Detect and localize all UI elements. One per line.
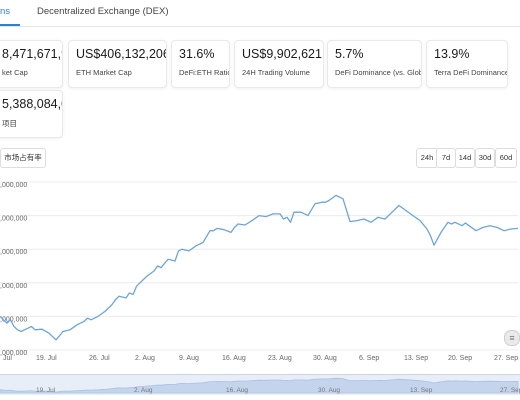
x-tick-label: 27. Sep [494,355,518,362]
tab-bar: ns Decentralized Exchange (DEX) [0,0,520,26]
range-30d-button[interactable]: 30d [475,148,495,168]
y-tick-label: ,000,000 [0,350,27,357]
y-tick-label: ,000,000 [0,249,27,256]
stat-value: 5.7% [335,47,364,61]
navigator-sparkline: 19. Jul 2. Aug 16. Aug 30. Aug 13. Sep 27. Se… [0,377,520,394]
stat-label: Terra DeFi Dominance [434,68,508,77]
stat-value: 5,388,084,001 [2,97,62,111]
range-7d-button[interactable]: 7d [436,148,456,168]
stat-value: 8,471,671,970 [2,47,62,61]
x-tick-label: 19. Jul [36,355,57,362]
x-tick-label: 16. Aug [222,355,246,362]
y-tick-label: ,000,000 [0,216,27,223]
x-tick-label: 20. Sep [448,355,472,362]
stat-label: DeFi:ETH Ratio [179,68,230,77]
stat-label: ETH Market Cap [76,68,132,77]
navigator-tick-label: 30. Aug [318,387,340,394]
stat-card-defi-market-cap: 8,471,671,970 ket Cap [0,40,63,88]
navigator-tick-label: 19. Jul [36,387,56,394]
stat-label: 24H Trading Volume [242,68,310,77]
stat-card-trading-volume: US$9,902,621,261 24H Trading Volume [234,40,324,88]
market-share-button[interactable]: 市场占有率 [0,148,46,168]
stat-value: US$9,902,621,261 [242,47,323,61]
navigator-series [0,377,519,394]
x-tick-label: 13. Sep [404,355,428,362]
tab-overview[interactable]: ns [0,6,11,17]
stat-card-defi-dominance: 5.7% DeFi Dominance (vs. Global) [327,40,422,88]
stat-value: 31.6% [179,47,215,61]
chart-context-menu-icon[interactable]: ≡ [504,330,520,346]
y-tick-label: ,000,000 [0,283,27,290]
range-14d-button[interactable]: 14d [455,148,475,168]
navigator-tick-label: 27. Sep [500,387,520,394]
stat-label: DeFi Dominance (vs. Global) [335,68,422,77]
stat-card-defi-eth-ratio: 31.6% DeFi:ETH Ratio [171,40,230,88]
navigator-tick-label: 16. Aug [226,387,248,394]
stat-label: ket Cap [2,68,28,77]
active-tab-indicator [0,24,20,26]
stat-card-eth-market-cap: US$406,132,206,401 ETH Market Cap [68,40,167,88]
x-tick-label: 6. Sep [359,355,379,362]
stat-value: 13.9% [434,47,470,61]
y-tick-label: ,000,000 [0,316,27,323]
series-line [0,194,519,341]
stat-value: US$406,132,206,401 [76,47,166,61]
y-tick-label: ,000,000 [0,182,27,189]
tab-dex[interactable]: Decentralized Exchange (DEX) [37,6,169,17]
x-tick-label: 2. Aug [135,355,155,362]
x-tick-label: 23. Aug [268,355,292,362]
x-tick-label: 30. Aug [313,355,337,362]
x-tick-label: 9. Aug [179,355,199,362]
stat-card-top-project: 5,388,084,001 项目 [0,90,63,138]
range-24h-button[interactable]: 24h [416,148,438,168]
x-tick-label: Jul [3,355,12,362]
defi-market-cap-chart[interactable]: ,000,000 ,000,000 ,000,000 ,000,000 ,000,000… [0,170,520,370]
range-60d-button[interactable]: 60d [495,148,517,168]
stat-label: 项目 [2,119,17,128]
stat-card-terra-dominance: 13.9% Terra DeFi Dominance [426,40,508,88]
tab-divider [0,26,520,27]
x-tick-label: 26. Jul [89,355,110,362]
navigator-tick-label: 13. Sep [410,387,433,394]
navigator-tick-label: 2. Aug [134,387,153,394]
